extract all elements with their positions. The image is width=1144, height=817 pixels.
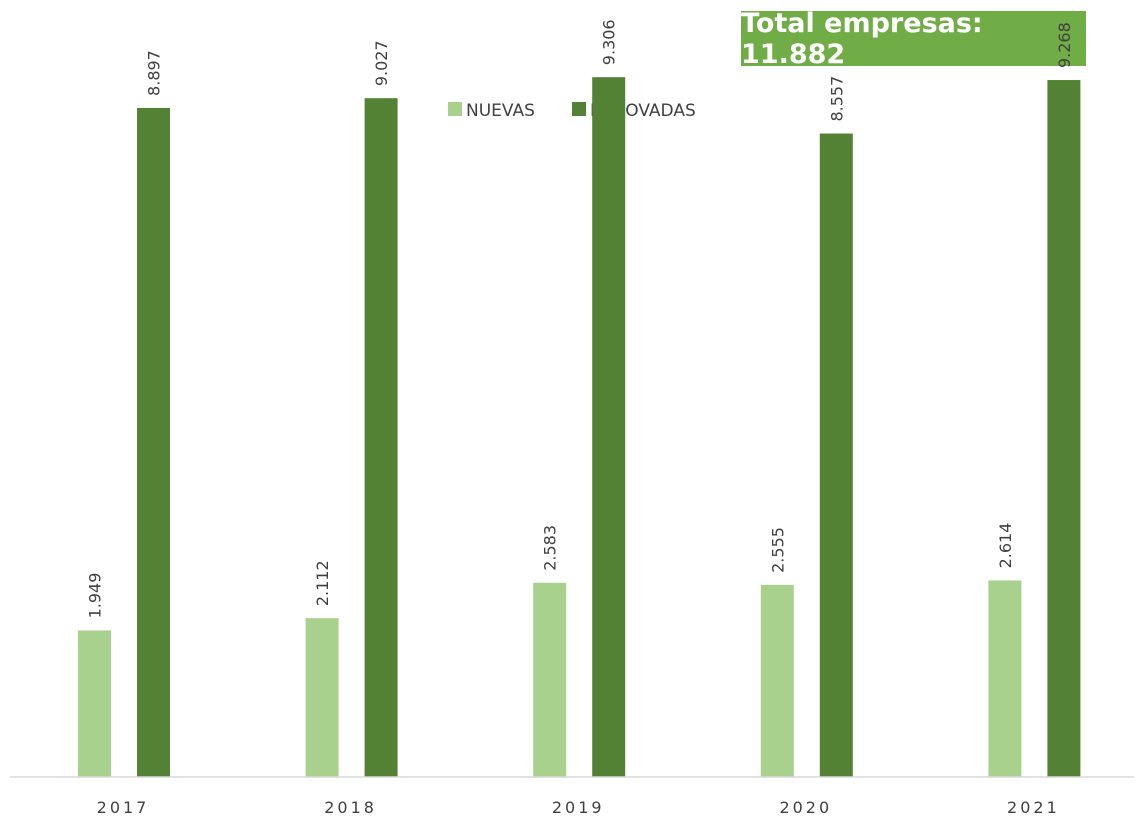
- data-label-renovadas-2018: 9.027: [372, 40, 391, 86]
- bar-renovadas-2021: [1047, 80, 1081, 778]
- bar-nuevas-2018: [305, 618, 339, 777]
- bar-renovadas-2019: [592, 77, 626, 778]
- legend-swatch-nuevas: [448, 102, 462, 116]
- bar-nuevas-2020: [760, 584, 794, 777]
- data-label-nuevas-2018: 2.112: [313, 560, 332, 606]
- data-label-nuevas-2019: 2.583: [541, 525, 560, 571]
- data-label-renovadas-2017: 8.897: [145, 50, 164, 96]
- x-tick-label-2018: 2018: [324, 798, 377, 817]
- data-label-nuevas-2017: 1.949: [86, 573, 105, 619]
- data-label-renovadas-2021: 9.268: [1055, 22, 1074, 68]
- bar-nuevas-2017: [78, 630, 111, 777]
- bar-nuevas-2019: [533, 582, 567, 777]
- bar-renovadas-2017: [137, 107, 170, 777]
- bar-renovadas-2018: [364, 98, 398, 777]
- bar-renovadas-2020: [819, 133, 853, 777]
- x-tick-label-2021: 2021: [1007, 798, 1060, 817]
- total-companies-badge: Total empresas: 11.882: [741, 8, 1086, 70]
- bars-group: [78, 77, 1081, 778]
- legend-swatch-renovadas: [572, 102, 586, 116]
- x-tick-label-2017: 2017: [97, 798, 150, 817]
- chart-legend: NUEVAS RENOVADAS: [448, 101, 696, 121]
- x-tick-label-2020: 2020: [779, 798, 832, 817]
- x-axis-ticks: 2017 2018 2019 2020 2021: [97, 798, 1060, 817]
- data-label-renovadas-2019: 9.306: [600, 19, 619, 65]
- data-label-nuevas-2020: 2.555: [768, 527, 787, 573]
- data-label-nuevas-2021: 2.614: [996, 523, 1015, 569]
- data-labels-group: 1.949 8.897 2.112 9.027 2.583 9.306 2.555 8.557…: [86, 19, 1074, 618]
- bar-nuevas-2021: [988, 580, 1022, 777]
- total-companies-label: Total empresas: 11.882: [741, 7, 983, 70]
- legend-label-nuevas: NUEVAS: [466, 101, 535, 121]
- x-tick-label-2019: 2019: [552, 798, 605, 817]
- data-label-renovadas-2020: 8.557: [827, 76, 846, 122]
